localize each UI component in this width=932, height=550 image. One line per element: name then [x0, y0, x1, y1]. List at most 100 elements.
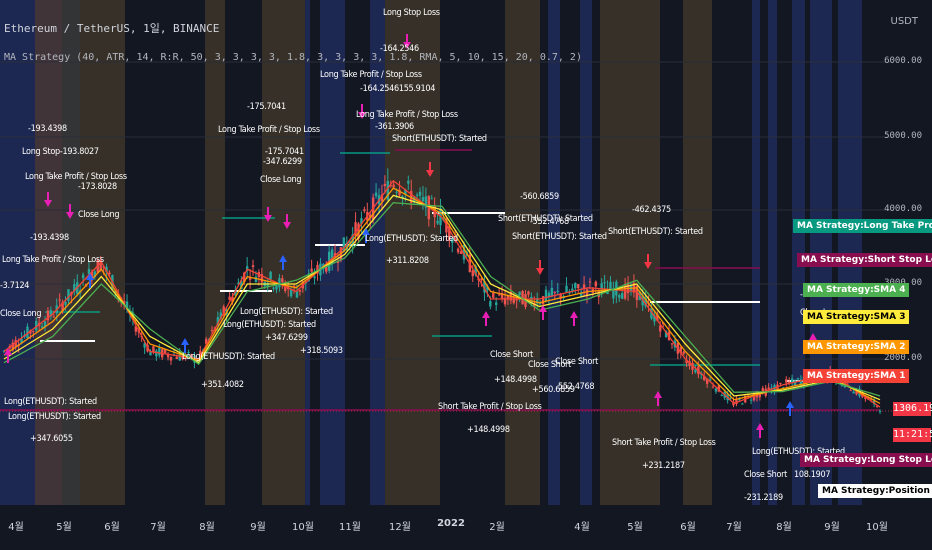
- candle-body-123: [363, 209, 366, 212]
- bg-band-12: [580, 0, 592, 505]
- candle-body-239: [703, 376, 706, 381]
- candle-body-122: [360, 218, 363, 224]
- candle-body-270: [793, 380, 797, 386]
- trade-annotation: -193.4398: [28, 124, 67, 134]
- trade-marker-16: [86, 273, 94, 280]
- x-tick: 2월: [489, 522, 505, 533]
- trade-marker-stem-11: [759, 430, 761, 438]
- candle-body-208: [612, 288, 615, 299]
- candle-body-197: [579, 293, 583, 296]
- candle-body-105: [310, 268, 313, 272]
- candle-body-59: [175, 356, 179, 360]
- trade-marker-20: [786, 401, 794, 408]
- trade-marker-14: [536, 268, 544, 275]
- candle-body-4: [14, 340, 17, 348]
- strategy-params[interactable]: MA Strategy (40, ATR, 14, R:R, 50, 3, 3,…: [4, 52, 582, 63]
- candle-body-221: [650, 308, 653, 319]
- trade-annotation: -173.8028: [78, 182, 117, 192]
- bg-band-15: [752, 0, 760, 505]
- trade-marker-stem-6: [406, 34, 408, 42]
- trade-marker-11: [756, 423, 764, 430]
- bg-band-19: [838, 0, 862, 505]
- trade-marker-13: [426, 170, 434, 177]
- candle-body-112: [330, 249, 334, 264]
- candle-body-129: [380, 194, 384, 202]
- y-tick-6000: 6000.00: [884, 56, 922, 66]
- candle-body-100: [295, 291, 299, 298]
- candle-body-219: [644, 297, 647, 307]
- candle-body-81: [240, 280, 243, 290]
- candle-body-167: [492, 292, 495, 298]
- trade-marker-3: [264, 215, 272, 222]
- candle-body-228: [670, 343, 674, 345]
- candle-body-185: [544, 289, 548, 302]
- candle-body-146: [430, 198, 433, 200]
- trade-marker-6: [403, 42, 411, 49]
- candle-body-211: [620, 293, 624, 299]
- candle-body-35: [105, 266, 108, 273]
- candle-body-161: [474, 265, 477, 276]
- trade-marker-17: [181, 338, 189, 345]
- trade-marker-stem-14: [539, 260, 541, 268]
- candle-body-53: [158, 347, 161, 356]
- price-chart[interactable]: [0, 0, 892, 550]
- candle-body-256: [752, 394, 756, 401]
- axis-unit: USDT: [890, 16, 918, 27]
- candle-body-196: [577, 284, 580, 289]
- session-bands: [0, 0, 862, 505]
- trade-marker-19: [362, 228, 370, 235]
- trade-marker-9: [570, 311, 578, 318]
- candle-body-29: [87, 268, 91, 275]
- candle-body-297: [872, 399, 876, 405]
- trade-marker-stem-7: [485, 318, 487, 326]
- price-axis[interactable]: USDT 6000.00 5000.00 4000.00 3000.00 200…: [884, 0, 932, 550]
- candle-body-78: [231, 297, 234, 303]
- candle-body-174: [512, 296, 515, 304]
- trade-marker-12: [809, 333, 817, 340]
- candle-body-153: [451, 238, 454, 243]
- sma-line-3: [3, 194, 881, 401]
- trade-marker-stem-0: [7, 355, 9, 363]
- candle-body-261: [767, 387, 770, 390]
- trade-marker-10: [654, 391, 662, 398]
- trade-annotation: +351.4082: [201, 380, 244, 390]
- candle-body-186: [547, 292, 551, 298]
- candle-body-64: [190, 354, 193, 359]
- candle-body-255: [749, 399, 753, 401]
- candle-body-134: [395, 191, 398, 193]
- candle-body-203: [597, 291, 600, 298]
- trade-annotation: Close Short: [490, 350, 534, 360]
- trade-marker-stem-9: [573, 318, 575, 326]
- candle-body-85: [251, 265, 255, 268]
- candle-body-207: [609, 281, 612, 291]
- candle-body-243: [714, 388, 718, 392]
- candle-body-3: [11, 342, 14, 351]
- candle-body-195: [574, 283, 577, 289]
- candle-body-289: [849, 390, 852, 392]
- candle-body-223: [656, 314, 659, 321]
- candle-body-125: [369, 214, 372, 218]
- candle-body-245: [720, 395, 723, 397]
- candle-body-194: [571, 288, 574, 292]
- candle-body-269: [790, 378, 794, 383]
- trade-marker-2: [66, 212, 74, 219]
- trade-annotation: +347.6299: [265, 333, 308, 343]
- x-tick: 12월: [389, 522, 411, 533]
- trade-annotation: +311.8208: [386, 256, 429, 266]
- trade-annotation: Long(ETHUSDT): Started: [8, 412, 101, 422]
- legend-tag: MA Strategy:SMA 3: [803, 310, 910, 324]
- candle-body-202: [594, 281, 598, 287]
- bg-band-8: [370, 0, 385, 505]
- legend-tag: MA Strategy:Long Take Profit: [793, 219, 932, 233]
- candle-body-33: [99, 260, 102, 271]
- bg-band-2: [62, 0, 80, 505]
- x-tick: 7월: [726, 522, 742, 533]
- legend-tag: MA Strategy:Long Stop Loss: [800, 453, 932, 467]
- candle-body-10: [32, 331, 35, 333]
- trade-marker-15: [644, 262, 652, 269]
- trade-annotation: Close Long: [78, 210, 120, 220]
- x-tick: 10월: [866, 522, 888, 533]
- grid-lines: [0, 61, 892, 412]
- y-tick-4000: 4000.00: [884, 204, 922, 214]
- candle-body-177: [521, 291, 524, 305]
